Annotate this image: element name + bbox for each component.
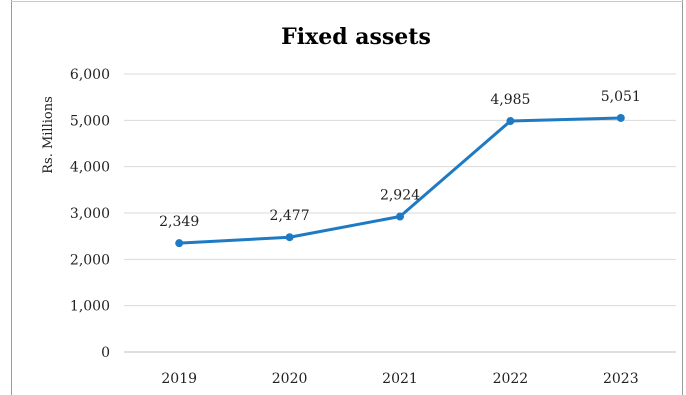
data-label: 5,051: [601, 89, 641, 105]
x-tick-label: 2023: [603, 371, 639, 387]
y-tick-label: 6,000: [70, 67, 110, 83]
axes: 0 1,000 2,000 3,000 4,000 5,000 6,000 2019 2020 2…: [70, 67, 676, 387]
data-label: 2,924: [380, 188, 420, 204]
data-point: [285, 233, 294, 242]
y-tick-label: 4,000: [70, 160, 110, 176]
x-tick-label: 2022: [493, 371, 529, 387]
y-tick-label: 1,000: [70, 299, 110, 315]
frame-border-top: [11, 1, 683, 2]
x-tick-label: 2021: [382, 371, 418, 387]
data-label: 4,985: [490, 92, 530, 108]
data-label: 2,477: [270, 208, 310, 224]
frame-border-left: [11, 0, 12, 395]
series-line: [177, 116, 623, 245]
chart-title: Fixed assets: [281, 24, 431, 50]
data-point: [616, 113, 625, 122]
x-tick-label: 2019: [161, 371, 197, 387]
data-labels: 2,349 2,477 2,924 4,985 5,051: [159, 89, 641, 230]
frame-border-right: [682, 0, 683, 395]
data-label: 2,349: [159, 214, 199, 230]
y-tick-label: 5,000: [70, 113, 110, 129]
y-tick-label: 2,000: [70, 252, 110, 268]
y-tick-label: 3,000: [70, 206, 110, 222]
series-fixed-assets: [175, 113, 625, 248]
data-point: [396, 212, 404, 221]
gridlines: [124, 73, 676, 307]
data-point: [175, 239, 184, 248]
y-tick-label: 0: [101, 345, 110, 361]
data-point: [506, 117, 515, 126]
x-tick-label: 2020: [272, 371, 308, 387]
y-axis-label: Rs. Millions: [41, 96, 56, 174]
